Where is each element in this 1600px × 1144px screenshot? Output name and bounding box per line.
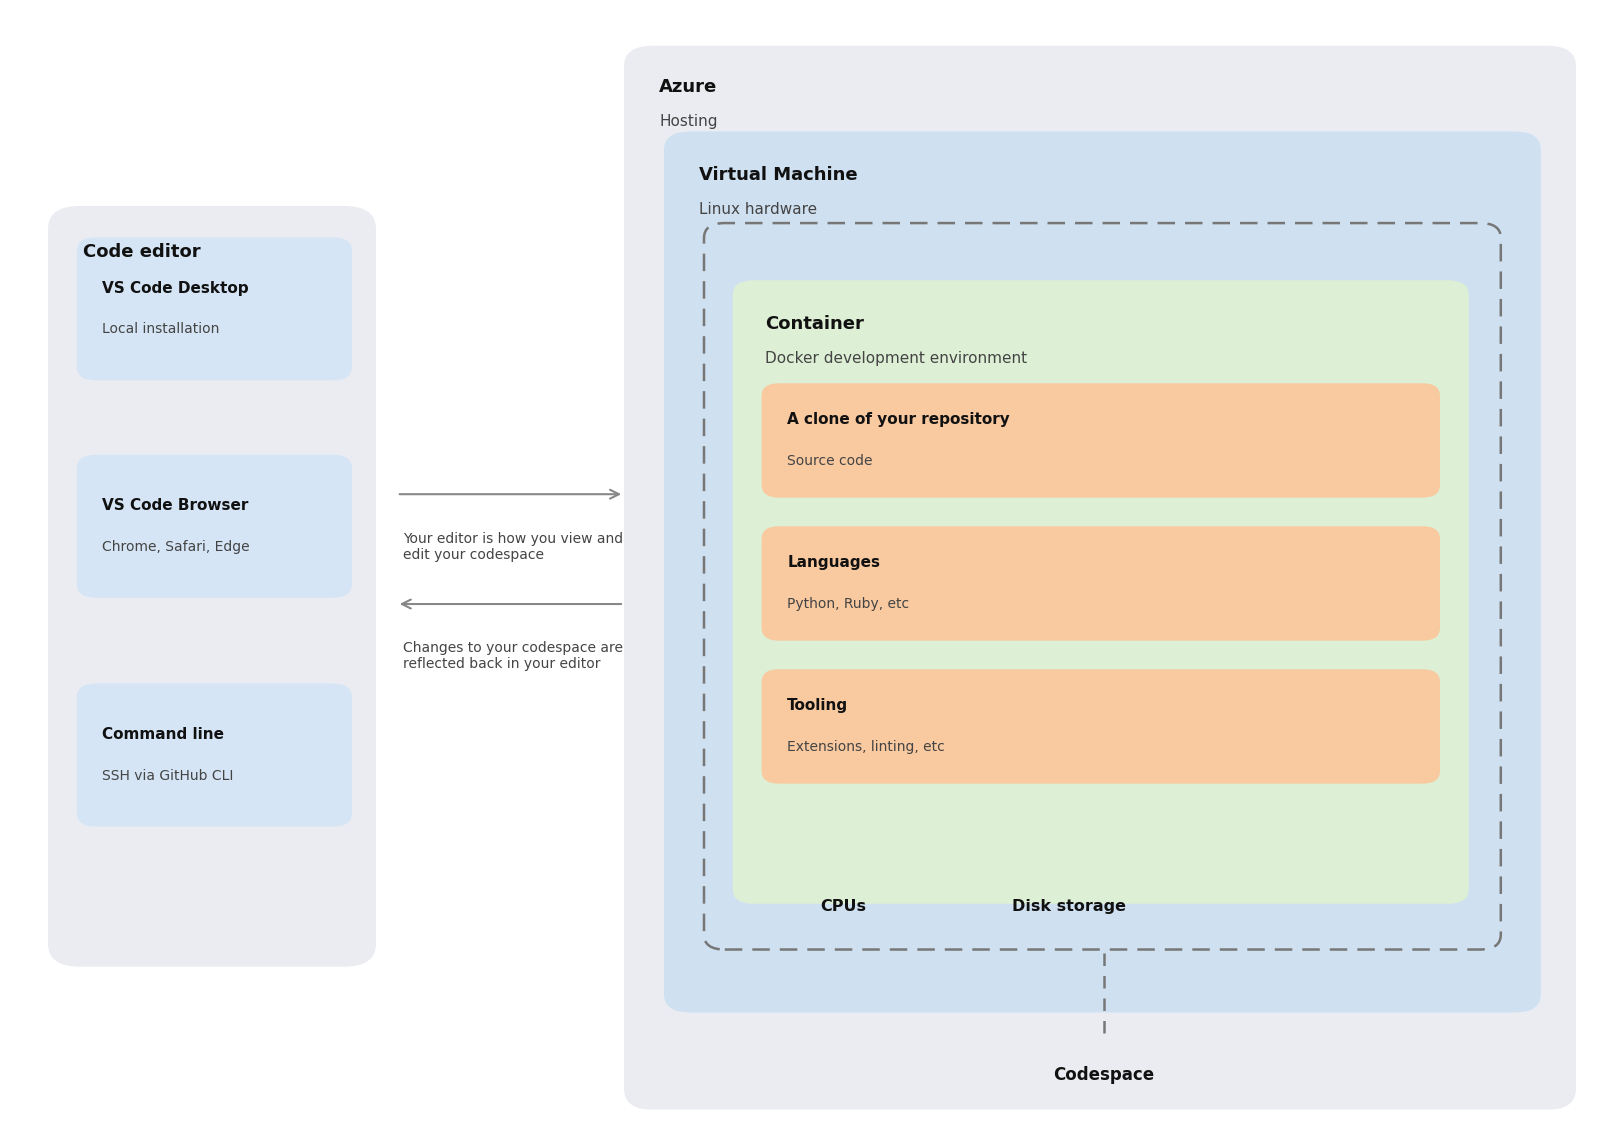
FancyBboxPatch shape [77,454,352,597]
Text: CPUs: CPUs [821,898,866,914]
Text: Command line: Command line [102,726,224,742]
Text: Languages: Languages [787,555,880,571]
Text: Linux hardware: Linux hardware [699,202,818,217]
Text: VS Code Desktop: VS Code Desktop [102,280,250,296]
Text: Source code: Source code [787,454,872,468]
Text: SSH via GitHub CLI: SSH via GitHub CLI [102,769,234,782]
FancyBboxPatch shape [762,383,1440,498]
Text: A clone of your repository: A clone of your repository [787,412,1010,428]
Text: Codespace: Codespace [1053,1066,1155,1085]
Text: Hosting: Hosting [659,114,718,129]
FancyBboxPatch shape [664,132,1541,1012]
FancyBboxPatch shape [48,206,376,967]
FancyBboxPatch shape [762,669,1440,784]
Text: Azure: Azure [659,78,717,96]
FancyBboxPatch shape [77,683,352,826]
Text: Disk storage: Disk storage [1011,898,1126,914]
Text: Docker development environment: Docker development environment [765,351,1027,366]
FancyBboxPatch shape [624,46,1576,1110]
Text: Code editor: Code editor [83,243,202,261]
Text: Python, Ruby, etc: Python, Ruby, etc [787,597,909,611]
Text: Tooling: Tooling [787,698,848,714]
Text: Extensions, linting, etc: Extensions, linting, etc [787,740,946,754]
Text: Local installation: Local installation [102,323,219,336]
Text: Virtual Machine: Virtual Machine [699,166,858,184]
Text: Changes to your codespace are
reflected back in your editor: Changes to your codespace are reflected … [403,641,624,670]
FancyBboxPatch shape [762,526,1440,641]
Text: Chrome, Safari, Edge: Chrome, Safari, Edge [102,540,250,554]
Text: Your editor is how you view and
edit your codespace: Your editor is how you view and edit you… [403,532,624,562]
Text: VS Code Browser: VS Code Browser [102,498,248,514]
FancyBboxPatch shape [733,280,1469,904]
Text: Container: Container [765,315,864,333]
FancyBboxPatch shape [77,238,352,380]
